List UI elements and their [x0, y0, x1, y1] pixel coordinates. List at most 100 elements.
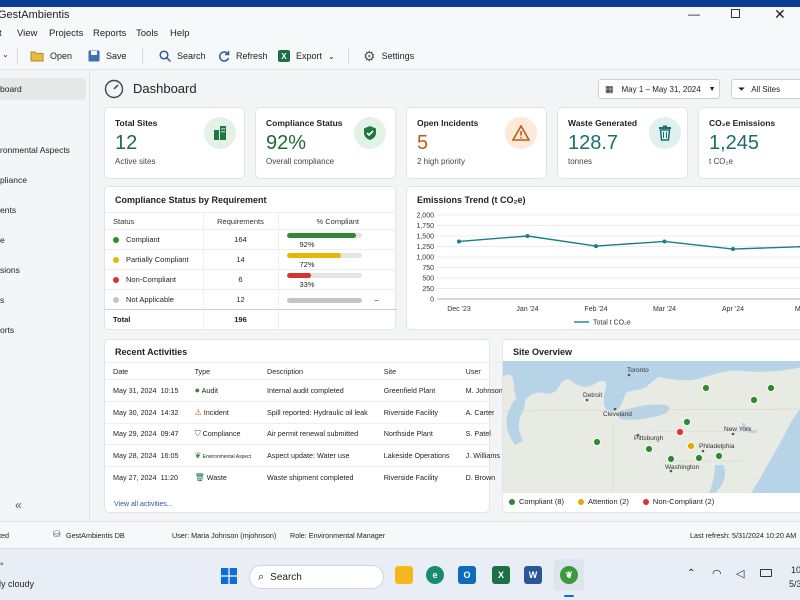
chevron-down-icon: ▼: [708, 85, 716, 93]
chevron-up-icon[interactable]: ⌃: [687, 568, 696, 579]
clock-date[interactable]: 5/3: [789, 579, 800, 589]
type-cell: ⚠ Incident: [186, 400, 260, 424]
view-all-activities-link[interactable]: View all activities...: [114, 501, 173, 508]
sidebar-item-emissions[interactable]: sions: [0, 259, 86, 281]
export-button[interactable]: X Export ⌄: [278, 48, 335, 64]
great-lakes-water: [503, 361, 800, 412]
description-cell: Air permit renewal submitted: [259, 422, 376, 445]
date-cell: May 31, 2024 10:15: [105, 379, 187, 402]
windows-start-icon[interactable]: [221, 568, 237, 584]
menu-help[interactable]: Help: [170, 28, 190, 39]
emissions-line-chart: 2,000 1,750 1,500 1,250 1,000 750 500 250 0 Dec '…: [416, 213, 800, 327]
sidebar-item-compliance[interactable]: pliance: [0, 169, 86, 191]
outlook-icon[interactable]: O: [458, 566, 476, 584]
city-label: Pittsburgh: [634, 435, 664, 442]
sidebar-item-environmental-aspects[interactable]: ronmental Aspects: [0, 139, 86, 161]
menu-file[interactable]: t: [0, 28, 2, 39]
sidebar-item-label: ronmental Aspects: [0, 145, 70, 155]
table-row[interactable]: May 30, 2024 14:32 ⚠ Incident Spill repo…: [105, 400, 511, 424]
menu-projects[interactable]: Projects: [49, 28, 84, 39]
sidebar-item-dashboard[interactable]: board: [0, 78, 86, 100]
activity-time: 09:47: [160, 429, 179, 439]
maximize-button[interactable]: [731, 9, 740, 18]
date-range-value: May 1 – May 31, 2024: [621, 84, 701, 94]
search-icon: ⌕: [258, 570, 265, 583]
connection-status: ted: [0, 531, 9, 540]
leaf-icon: ❦: [194, 451, 202, 461]
table-row[interactable]: Not Applicable 12 –: [105, 289, 397, 310]
user-cell: D. Brown: [457, 466, 511, 489]
data-point: [525, 234, 530, 238]
menu-tools[interactable]: Tools: [136, 28, 159, 39]
chevron-down-icon: ⌄: [328, 51, 335, 61]
table-row[interactable]: Partially Compliant 14 72%: [105, 249, 397, 270]
open-label: Open: [50, 51, 73, 61]
refresh-button[interactable]: Refresh: [218, 48, 268, 64]
edge-browser-icon[interactable]: e: [426, 566, 444, 584]
wifi-icon[interactable]: ◠: [712, 568, 722, 580]
table-row[interactable]: May 28, 2024 16:05 ❦ Environmental Aspec…: [105, 444, 511, 467]
recent-activities-card: Recent Activities Date Type Description …: [104, 339, 511, 513]
volume-icon[interactable]: ◁: [736, 568, 745, 580]
activity-time: 16:05: [160, 451, 179, 461]
table-row[interactable]: Non-Compliant 6 33%: [105, 269, 397, 290]
settings-button[interactable]: ⚙ Settings: [363, 48, 414, 64]
menu-view[interactable]: View: [17, 28, 38, 39]
close-button[interactable]: ✕: [774, 6, 786, 22]
save-button[interactable]: Save: [88, 48, 127, 64]
table-row[interactable]: May 29, 2024 09:47 ⛉ Compliance Air perm…: [105, 422, 511, 445]
date-range-picker[interactable]: ▦ May 1 – May 31, 2024 ▼: [598, 79, 720, 99]
requirements-count: 12: [202, 289, 278, 310]
column-header: Description: [259, 362, 376, 380]
activity-time: 10:15: [160, 385, 179, 395]
minimize-button[interactable]: —: [688, 7, 700, 21]
table-row[interactable]: Compliant 164 92%: [105, 229, 397, 250]
open-button[interactable]: Open: [30, 48, 72, 64]
gestambientis-leaf-icon[interactable]: ❦: [560, 566, 578, 584]
legend-label: Compliant: [519, 497, 553, 506]
activity-type: Incident: [203, 407, 229, 417]
gauge-icon: [104, 79, 124, 99]
site-map[interactable]: Toronto Detroit Cleveland Pittsburgh Phi…: [503, 361, 800, 493]
folder-icon: [30, 51, 44, 62]
data-point: [731, 247, 735, 252]
weather-text[interactable]: ly cloudy: [0, 579, 35, 589]
site-filter[interactable]: ⏷ All Sites: [731, 79, 800, 99]
progress-fill: [286, 253, 341, 259]
taskbar-search-box[interactable]: ⌕ Search: [249, 565, 384, 589]
kpi-card-compliance-status: Compliance Status 92% Overall compliance: [255, 107, 396, 179]
sidebar-item-sites[interactable]: s: [0, 289, 86, 311]
activity-date: May 28, 2024: [113, 451, 157, 461]
sidebar-item-waste[interactable]: e: [0, 229, 86, 251]
table-row[interactable]: May 27, 2024 11:20 🗑 Waste Waste shipmen…: [105, 466, 511, 489]
y-tick-label: 500: [422, 276, 434, 283]
x-tick-label: May: [795, 306, 800, 313]
excel-icon[interactable]: X: [492, 566, 510, 584]
legend-label: Total t CO₂e: [593, 320, 631, 327]
battery-icon[interactable]: [760, 569, 772, 577]
menu-reports[interactable]: Reports: [93, 28, 127, 39]
collapse-sidebar-icon[interactable]: «: [15, 498, 22, 512]
user-cell: A. Carter: [457, 400, 511, 424]
sidebar-item-incidents[interactable]: ents: [0, 199, 86, 221]
y-tick-label: 0: [430, 297, 434, 304]
taskbar: ° ly cloudy ⌕ Search e O X W ❦ ⌃ ◠ ◁ 10 …: [0, 548, 800, 600]
new-dropdown-chevron-icon[interactable]: ⌄: [2, 50, 9, 59]
sidebar-item-reports[interactable]: orts: [0, 319, 86, 341]
search-button[interactable]: Search: [159, 48, 206, 64]
activity-type: Environmental Aspect: [202, 454, 252, 461]
last-refresh: Last refresh: 5/31/2024 10:20 AM: [690, 531, 797, 540]
progress-bar: [286, 273, 362, 279]
file-explorer-icon[interactable]: [395, 566, 413, 584]
lake-erie-water: [618, 404, 670, 420]
word-icon[interactable]: W: [524, 566, 542, 584]
clock-time[interactable]: 10: [791, 565, 800, 575]
kpi-subtitle: 2 high priority: [417, 157, 466, 166]
total-value: 196: [202, 309, 278, 330]
table-row[interactable]: May 31, 2024 10:15 ● Audit Internal audi…: [105, 379, 511, 402]
emissions-chart-card: Emissions Trend (t CO₂e) 2,000 1,750 1,500…: [406, 186, 800, 330]
city-label: Detroit: [583, 392, 602, 399]
kpi-title: Total Sites: [115, 118, 158, 128]
percent-label: 92%: [299, 239, 315, 249]
page-title: Dashboard: [133, 81, 197, 96]
